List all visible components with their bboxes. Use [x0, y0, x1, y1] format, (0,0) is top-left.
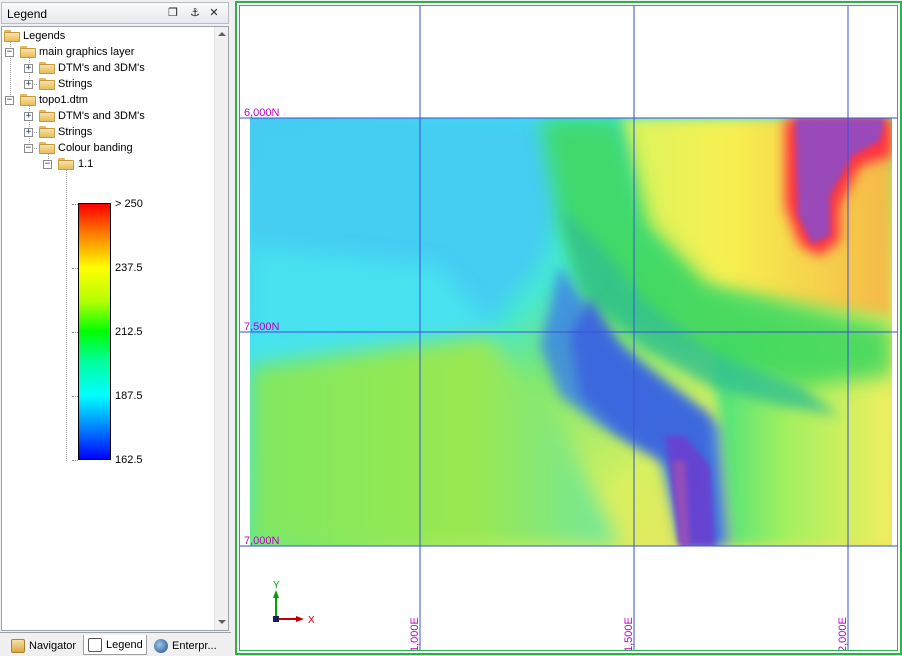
collapse-icon[interactable]: −	[5, 95, 14, 105]
bottom-tab-bar: Navigator Legend Enterpr...	[0, 632, 231, 656]
folder-icon	[20, 94, 36, 106]
easting-label: 1,000E	[409, 617, 421, 651]
graphics-viewport[interactable]: 6,000N 7,500N 7,000N 1,000E 1,500E 2,000…	[235, 1, 902, 655]
axis-triad-icon: Y X	[273, 580, 315, 626]
folder-icon	[39, 78, 55, 90]
float-window-icon[interactable]: ❐	[168, 7, 178, 19]
tree-label: Strings	[58, 78, 93, 90]
scale-label-min: 162.5	[115, 454, 143, 466]
legend-list-icon	[88, 638, 102, 652]
tab-label: Navigator	[29, 640, 77, 652]
collapse-icon[interactable]: −	[43, 159, 52, 169]
navigator-icon	[11, 639, 25, 653]
folder-icon	[20, 46, 36, 58]
expand-icon[interactable]: +	[24, 79, 33, 89]
tab-enterprise[interactable]: Enterpr...	[149, 635, 221, 655]
tree-label: DTM's and 3DM's	[58, 62, 145, 74]
folder-icon	[39, 126, 55, 138]
scale-label: 237.5	[115, 262, 143, 274]
axis-y-label: Y	[273, 580, 280, 591]
folder-icon	[39, 110, 55, 122]
scale-label: 212.5	[115, 326, 143, 338]
scale-label-max: > 250	[115, 198, 143, 210]
scroll-down-icon[interactable]	[218, 620, 226, 624]
scroll-up-icon[interactable]	[218, 32, 226, 36]
tree-label: topo1.dtm	[39, 94, 88, 106]
tree-label: Colour banding	[58, 142, 133, 154]
tree-scrollbar[interactable]	[214, 27, 228, 630]
grid-lines	[240, 6, 897, 650]
legend-panel: Legend ❐ ⚓ ✕ Legends − main graphics lay…	[0, 0, 231, 656]
graphics-canvas[interactable]: 6,000N 7,500N 7,000N 1,000E 1,500E 2,000…	[239, 5, 898, 651]
close-icon[interactable]: ✕	[209, 7, 219, 19]
folder-icon	[39, 142, 55, 154]
northing-label: 7,500N	[244, 321, 280, 333]
easting-label: 2,000E	[837, 617, 849, 651]
tab-legend[interactable]: Legend	[83, 635, 147, 655]
tab-label: Enterpr...	[172, 640, 217, 652]
axis-x-label: X	[308, 615, 315, 626]
expand-icon[interactable]: +	[24, 63, 33, 73]
tree-label: 1.1	[78, 158, 94, 170]
legend-tree[interactable]: Legends − main graphics layer + DTM's an…	[1, 26, 229, 631]
folder-icon	[39, 62, 55, 74]
tab-label: Legend	[106, 639, 143, 651]
tree-label: DTM's and 3DM's	[58, 110, 145, 122]
colour-scale-bar	[78, 203, 111, 460]
tab-navigator[interactable]: Navigator	[6, 635, 82, 655]
expand-icon[interactable]: +	[24, 111, 33, 121]
collapse-icon[interactable]: −	[24, 143, 33, 153]
tree-label: Legends	[23, 30, 66, 42]
panel-title: Legend	[7, 7, 48, 21]
northing-label: 6,000N	[244, 107, 280, 119]
panel-titlebar: Legend ❐ ⚓ ✕	[1, 2, 229, 24]
scale-label: 187.5	[115, 390, 143, 402]
folder-icon	[58, 158, 74, 170]
dtm-plot[interactable]: 6,000N 7,500N 7,000N 1,000E 1,500E 2,000…	[240, 6, 898, 651]
folder-icon	[4, 30, 20, 42]
expand-icon[interactable]: +	[24, 127, 33, 137]
collapse-icon[interactable]: −	[5, 47, 14, 57]
northing-label: 7,000N	[244, 535, 280, 547]
tree-label: main graphics layer	[39, 46, 135, 58]
easting-label: 1,500E	[623, 617, 635, 651]
pin-icon[interactable]: ⚓	[190, 7, 200, 19]
tree-label: Strings	[58, 126, 93, 138]
globe-icon	[154, 639, 168, 653]
